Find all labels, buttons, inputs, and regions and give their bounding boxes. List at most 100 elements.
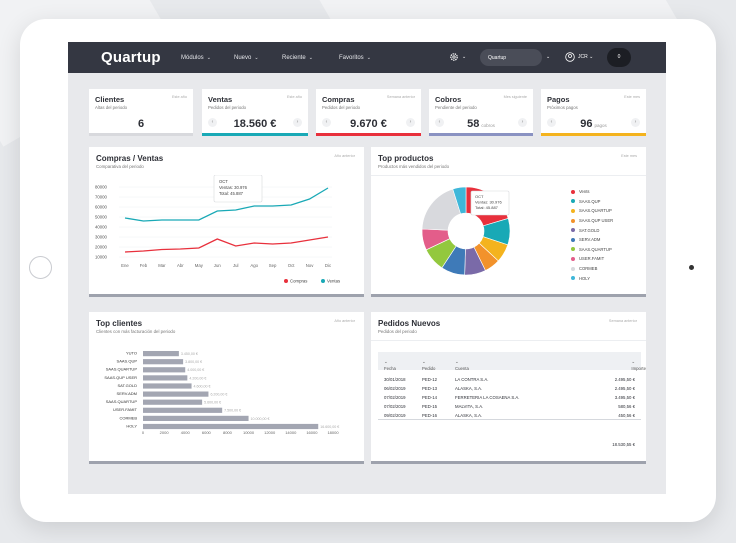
nav-reciente[interactable]: Reciente ⌄ <box>282 55 313 61</box>
kpi-title: Clientes <box>95 95 125 104</box>
series-line-compras <box>124 236 329 253</box>
nav-favoritos[interactable]: Favoritos ⌄ <box>339 55 371 61</box>
chevron-left-icon[interactable]: ‹ <box>435 118 444 127</box>
y-tick-label: 40000 <box>95 225 108 230</box>
x-tick-label: 14000 <box>285 430 297 435</box>
table-row[interactable]: 06/02/2019 PED-13 ALASKA, S.A. 2.495,50 € <box>378 384 641 393</box>
column-header-importe[interactable]: Importe ⌄ <box>631 359 646 371</box>
category-label: SAT.GOLD <box>118 383 138 388</box>
column-header-label: Cuenta <box>455 366 469 371</box>
kpi-color-bar <box>202 133 308 136</box>
legend-label: Compras <box>290 279 307 284</box>
kpi-card-compras[interactable]: Compras Pedidos del periodo Semana anter… <box>316 89 421 136</box>
chevron-down-icon: ⌄ <box>254 55 259 61</box>
table-row[interactable]: 07/02/2019 PED-14 FERRETERIA LA COSAENA S.… <box>378 393 641 402</box>
bar <box>143 375 188 381</box>
legend-label: SAAS.QUARTUP <box>579 246 612 252</box>
chevron-right-icon[interactable]: › <box>518 118 527 127</box>
nav-nuevo[interactable]: Nuevo ⌄ <box>234 55 259 61</box>
x-tick-label: Oct <box>288 263 295 268</box>
kpi-period[interactable]: Semana anterior <box>386 95 415 99</box>
user-menu[interactable]: JCR ⌄ <box>578 54 594 60</box>
legend-label: SAAS.QUARTUP <box>579 208 612 214</box>
user-name: JCR <box>578 54 588 60</box>
gear-icon[interactable] <box>449 52 459 62</box>
search-value: Quartup <box>488 55 507 61</box>
kpi-period[interactable]: Este mes <box>624 95 640 99</box>
cell-pedido: PED-14 <box>422 395 438 400</box>
tooltip-text: OCT <box>219 179 228 184</box>
legend-item: USER.FAMIT <box>571 254 613 264</box>
legend-label: Ventas <box>327 279 340 284</box>
chevron-down-icon[interactable]: ⌄ <box>462 54 467 60</box>
chevron-left-icon[interactable]: ‹ <box>208 118 217 127</box>
legend-marker <box>571 266 575 271</box>
cell-pedido: PED-16 <box>422 413 438 418</box>
x-tick-label: Ago <box>250 263 258 268</box>
top-productos-panel: Top productos Productos más vendidos del… <box>371 147 646 297</box>
kpi-period[interactable]: Mes siguiente <box>503 95 527 99</box>
period-selector[interactable]: Año anterior <box>334 154 355 158</box>
panel-subtitle: Clientes con más facturación del periodo <box>96 329 176 334</box>
kpi-card-ventas[interactable]: Ventas Pedidos del periodo Este año ‹ › … <box>202 89 308 136</box>
legend-label: SAAS.QUP USER <box>579 218 614 224</box>
kpi-title: Pagos <box>547 95 570 104</box>
chevron-left-icon[interactable]: ‹ <box>322 118 331 127</box>
kpi-value: 6 <box>137 118 145 130</box>
chevron-right-icon[interactable]: › <box>631 118 640 127</box>
y-tick-label: 60000 <box>95 205 108 210</box>
table-row[interactable]: 07/02/2019 PED-15 MALVITA, S.A. 580,56 € <box>378 402 641 411</box>
legend-item: SAAS.QUP <box>571 197 613 207</box>
x-tick-label: 12000 <box>264 430 276 435</box>
period-selector[interactable]: Semana anterior <box>608 319 637 323</box>
notifications-button[interactable]: 0 <box>607 48 631 67</box>
column-header-pedido[interactable]: Pedido ⌄ <box>422 359 436 371</box>
kpi-title: Compras <box>322 95 355 104</box>
kpi-card-cobros[interactable]: Cobros Pendiente del periodo Mes siguien… <box>429 89 533 136</box>
period-selector[interactable]: Año anterior <box>334 319 355 323</box>
kpi-card-pagos[interactable]: Pagos Próximos pagos Este mes ‹ › 96 pago… <box>541 89 646 136</box>
legend-marker <box>571 189 575 194</box>
category-label: SAAS.QUARTUP <box>106 367 138 372</box>
legend-marker <box>571 237 575 242</box>
table-row[interactable]: 09/02/2019 PED-16 ALASKA, S.A. 450,56 € <box>378 411 641 420</box>
chevron-right-icon[interactable]: › <box>406 118 415 127</box>
search-input[interactable]: Quartup <box>480 49 542 66</box>
period-selector[interactable]: Este mes <box>621 154 637 158</box>
x-tick-label: Mar <box>158 263 166 268</box>
panel-title: Top productos <box>378 154 434 163</box>
category-label: SAAS.QUARTUP <box>106 399 138 404</box>
notification-count: 0 <box>617 54 621 60</box>
kpi-unit: pagos <box>594 123 607 128</box>
kpi-period[interactable]: Este año <box>172 95 187 99</box>
home-button[interactable] <box>29 256 52 279</box>
chevron-down-icon[interactable]: ⌄ <box>546 54 551 60</box>
logo[interactable]: Quartup <box>101 49 161 66</box>
user-icon[interactable] <box>565 52 575 62</box>
kpi-value: 96 pagos <box>541 118 646 130</box>
kpi-title: Ventas <box>208 95 233 104</box>
column-header-label: Fecha <box>384 366 396 371</box>
pie-legend: Vents SAAS.QUP SAAS.QUARTUP SAAS.QUP USER SA… <box>571 187 613 283</box>
kpi-unit: cobros <box>481 123 495 128</box>
bar-value-label: 3.450,00 € <box>181 352 198 356</box>
y-tick-label: 70000 <box>95 195 108 200</box>
table-row[interactable]: 30/01/2018 PED-12 LA CONTRA S.A. 2.495,50 € <box>378 375 641 384</box>
chevron-left-icon[interactable]: ‹ <box>547 118 556 127</box>
bar <box>143 359 184 365</box>
y-tick-label: 30000 <box>95 235 108 240</box>
tooltip-text: Total: 45.887 <box>475 205 499 210</box>
panel-divider <box>371 175 646 176</box>
nav-modulos[interactable]: Módulos ⌄ <box>181 55 211 61</box>
series-line-ventas <box>124 187 329 222</box>
chevron-right-icon[interactable]: › <box>293 118 302 127</box>
kpi-period[interactable]: Este año <box>287 95 302 99</box>
column-header-cuenta[interactable]: Cuenta ⌄ <box>455 359 469 371</box>
kpi-card-clientes[interactable]: Clientes Altas del periodo Este año 6 <box>89 89 193 136</box>
column-header-fecha[interactable]: Fecha ⌄ <box>384 359 396 371</box>
panel-subtitle: Comparativa del periodo <box>96 164 144 169</box>
kpi-subtitle: Altas del periodo <box>95 105 128 110</box>
cell-fecha: 30/01/2018 <box>384 377 406 382</box>
table-total: 18.530,55 € <box>612 442 635 447</box>
